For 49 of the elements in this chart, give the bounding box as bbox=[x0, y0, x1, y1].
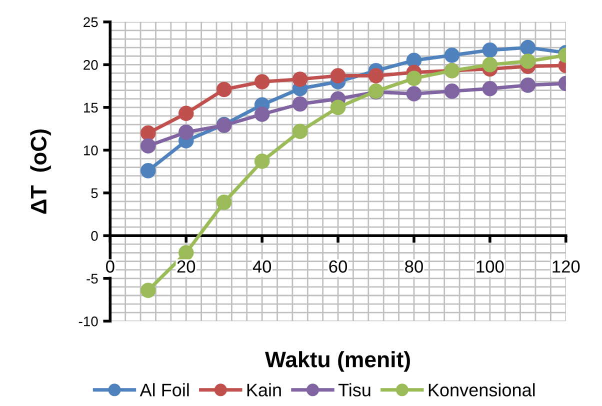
point bbox=[520, 54, 536, 69]
point bbox=[140, 125, 156, 141]
point bbox=[292, 96, 308, 112]
x-tick-label: 0 bbox=[106, 260, 114, 273]
point bbox=[254, 74, 270, 90]
y-tick-label: 20 bbox=[84, 60, 98, 70]
x-tick-label: 20 bbox=[177, 260, 196, 273]
point bbox=[140, 138, 156, 154]
point bbox=[406, 86, 422, 102]
point bbox=[406, 70, 422, 86]
x-axis-title: Waktu (menit) bbox=[265, 351, 410, 372]
x-tick-label: 60 bbox=[329, 260, 347, 273]
y-tick-label: 25 bbox=[84, 17, 98, 28]
y-tick-label: -10 bbox=[78, 316, 98, 326]
legend-label: Al Foil bbox=[140, 383, 189, 396]
point bbox=[482, 42, 498, 58]
point bbox=[216, 82, 232, 98]
point bbox=[216, 194, 232, 210]
point bbox=[482, 80, 498, 96]
point bbox=[292, 72, 308, 87]
point bbox=[178, 124, 194, 140]
y-tick-label: 10 bbox=[84, 145, 98, 156]
point bbox=[254, 154, 270, 169]
y-tick-label: 5 bbox=[91, 188, 98, 198]
point bbox=[520, 40, 536, 56]
point bbox=[292, 124, 308, 139]
x-tick-label: 120 bbox=[552, 260, 580, 273]
point bbox=[140, 282, 156, 298]
point bbox=[140, 163, 156, 178]
point bbox=[482, 57, 498, 72]
point bbox=[520, 78, 536, 93]
point bbox=[178, 106, 194, 122]
point bbox=[330, 100, 346, 116]
y-tick-label: 0 bbox=[91, 230, 98, 241]
point bbox=[178, 245, 194, 260]
x-tick-label: 80 bbox=[405, 260, 423, 273]
y-tick-label: 15 bbox=[84, 102, 98, 113]
legend-label: Konvensional bbox=[428, 383, 535, 396]
x-tick-label: 100 bbox=[476, 260, 504, 273]
point bbox=[444, 84, 460, 99]
y-tick-label: -5 bbox=[86, 274, 98, 284]
point bbox=[254, 106, 270, 122]
legend-label: Tisu bbox=[338, 383, 370, 396]
point bbox=[444, 48, 460, 63]
point bbox=[330, 68, 346, 84]
point bbox=[368, 68, 384, 84]
legend-label: Kain bbox=[247, 383, 281, 396]
x-tick-label: 40 bbox=[252, 260, 272, 273]
y-axis-title: ΔT (oC) bbox=[30, 129, 51, 214]
